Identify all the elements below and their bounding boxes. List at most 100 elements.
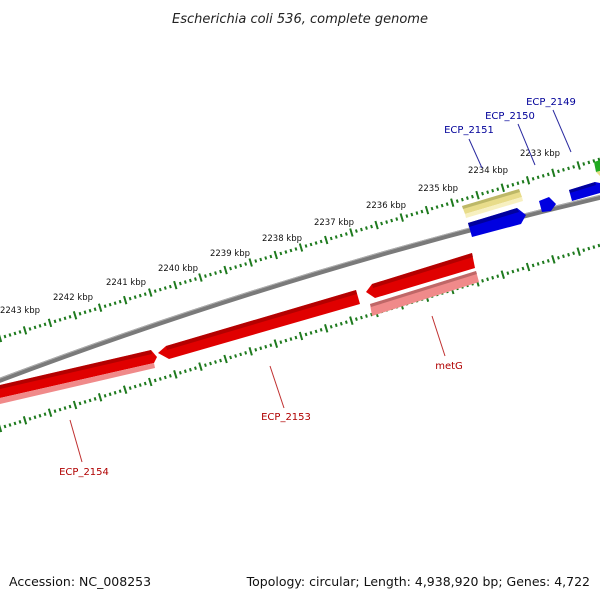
tick-mark	[329, 324, 333, 329]
tick-mark	[3, 334, 7, 339]
tick-mark	[360, 315, 363, 320]
tick-mark	[324, 235, 329, 245]
tick-mark	[72, 311, 78, 320]
tick-mark	[279, 340, 283, 344]
tick-mark	[113, 390, 117, 395]
tick-mark	[395, 217, 399, 221]
tick-mark	[188, 278, 192, 283]
tick-label: 2242 kbp	[53, 293, 93, 303]
gene-label-ECP_2150[interactable]: ECP_2150	[485, 111, 535, 122]
tick-mark	[521, 266, 525, 271]
gene-label-ECP_2154[interactable]: ECP_2154	[59, 467, 109, 478]
tick-mark	[309, 331, 313, 335]
tick-mark	[148, 288, 153, 297]
tick-labels: 2233 kbp 2234 kbp 2235 kbp 2236 kbp 2237…	[0, 149, 560, 316]
tick-mark	[390, 218, 394, 223]
tick-mark	[380, 221, 384, 226]
tick-mark	[239, 352, 243, 357]
gene-label-metG[interactable]: metG	[435, 361, 463, 372]
tick-mark	[385, 220, 389, 224]
tick-mark	[536, 175, 540, 180]
tick-mark	[103, 304, 107, 308]
tick-mark	[264, 344, 268, 349]
tick-mark	[465, 196, 469, 201]
tick-mark	[370, 224, 373, 229]
tick-mark	[83, 400, 87, 404]
tick-mark	[551, 255, 556, 264]
tick-mark	[153, 378, 157, 383]
tick-mark	[244, 262, 248, 266]
tick-mark	[8, 423, 12, 427]
tick-mark	[168, 374, 172, 378]
tick-mark	[259, 257, 263, 262]
tick-mark	[264, 256, 268, 260]
tick-mark	[562, 168, 565, 172]
tick-mark	[183, 280, 187, 284]
tick-mark	[214, 360, 217, 364]
tick-mark	[496, 187, 500, 191]
tick-mark	[68, 315, 72, 319]
tick-mark	[319, 239, 323, 244]
tick-mark	[279, 251, 283, 256]
tick-mark	[360, 227, 363, 232]
tick-mark	[173, 280, 178, 290]
tick-mark	[47, 318, 53, 328]
tick-mark	[471, 194, 474, 199]
tick-mark	[399, 213, 404, 222]
tick-mark	[506, 271, 510, 275]
tick-mark	[47, 408, 53, 417]
tick-mark	[88, 308, 92, 313]
tick-mark	[254, 348, 258, 352]
tick-mark	[541, 174, 545, 178]
tick-mark	[455, 199, 459, 204]
tick-mark	[420, 209, 424, 214]
tick-mark	[229, 355, 233, 360]
tick-mark	[122, 385, 128, 394]
tick-mark	[239, 263, 243, 268]
gene-ECP_2150-arrow	[539, 197, 556, 212]
tick-mark	[63, 406, 67, 410]
tick-mark	[541, 260, 545, 265]
tick-mark	[521, 179, 525, 184]
tick-mark	[244, 351, 248, 355]
tick-mark	[496, 274, 500, 278]
tick-mark	[254, 259, 258, 263]
tick-mark	[592, 245, 596, 249]
tick-label: 2240 kbp	[158, 264, 198, 274]
gene-label-ECP_2153[interactable]: ECP_2153	[261, 412, 311, 423]
tick-mark	[18, 330, 22, 334]
tick-mark	[349, 228, 354, 237]
tick-mark	[334, 235, 338, 239]
tick-mark	[209, 272, 212, 277]
tick-mark	[128, 386, 132, 391]
tick-mark	[133, 295, 137, 300]
tick-mark	[506, 184, 510, 189]
tick-mark	[234, 354, 238, 358]
tick-mark	[415, 211, 419, 215]
tick-mark	[525, 262, 531, 272]
tick-mark	[273, 339, 279, 348]
tick-mark	[298, 331, 304, 341]
tick-label: 2236 kbp	[366, 201, 406, 211]
tick-mark	[374, 220, 379, 230]
tick-mark	[531, 177, 535, 181]
tick-mark	[424, 205, 430, 215]
tick-mark	[143, 292, 147, 296]
tick-mark	[531, 263, 535, 268]
tick-mark	[68, 404, 72, 409]
gene-ECP_2149-arrow	[569, 182, 600, 201]
tick-mark	[93, 396, 97, 401]
tick-mark	[339, 321, 343, 326]
tick-mark	[365, 226, 368, 230]
tick-mark	[334, 323, 338, 328]
tick-mark	[113, 301, 117, 305]
tick-mark	[511, 269, 515, 274]
tick-mark	[309, 242, 313, 247]
minus-strand-features	[0, 253, 479, 404]
tick-mark	[248, 258, 253, 267]
tick-mark	[551, 168, 556, 178]
gene-label-ECP_2151[interactable]: ECP_2151	[444, 125, 494, 136]
tick-mark	[168, 284, 172, 289]
plus-strand-features	[462, 160, 600, 237]
gene-label-ECP_2149[interactable]: ECP_2149	[526, 97, 576, 108]
